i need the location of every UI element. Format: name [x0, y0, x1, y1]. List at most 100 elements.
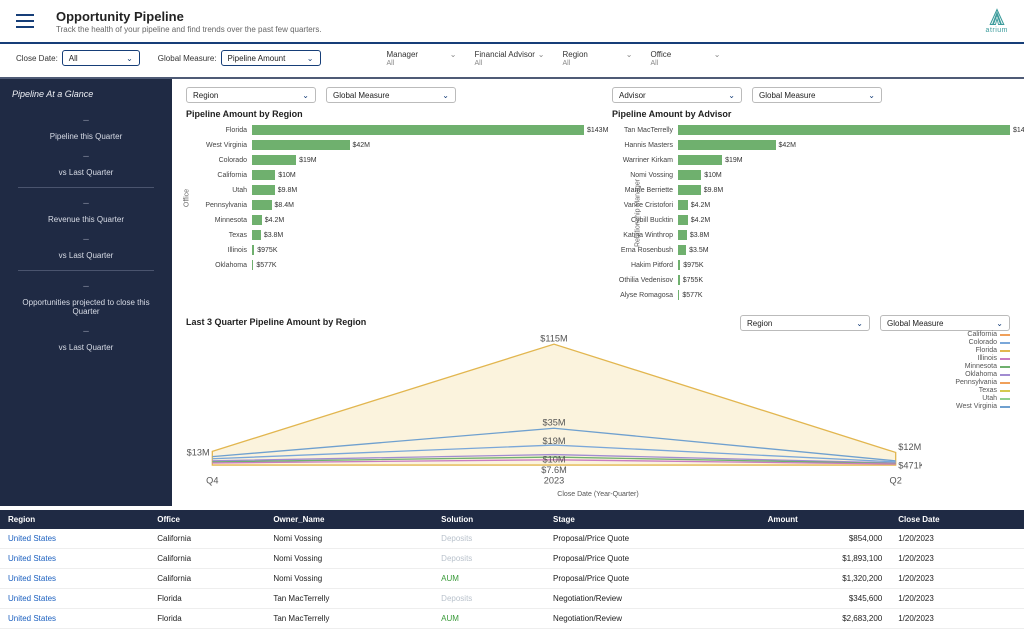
bar-fill: [678, 170, 701, 180]
sidebar-glance: Pipeline At a Glance –Pipeline this Quar…: [0, 79, 172, 506]
table-header-cell: Office: [149, 510, 265, 529]
office-filter[interactable]: Office⌄ All: [651, 50, 721, 67]
bar-label: Hannis Masters: [612, 142, 678, 149]
region-measure-select[interactable]: Global Measure⌄: [326, 87, 456, 103]
cell-stage: Negotiation/Review: [545, 608, 760, 628]
cell-region[interactable]: United States: [0, 548, 149, 568]
content: Region⌄ Global Measure⌄ Pipeline Amount …: [172, 79, 1024, 506]
region-filter[interactable]: Region⌄ All: [563, 50, 633, 67]
bar-row: Marrie Berriette$9.8M: [612, 183, 1010, 197]
bar-value: $3.8M: [261, 230, 283, 240]
table-row: United StatesFloridaTan MacTerrellyDepos…: [0, 588, 1024, 608]
legend-swatch: [1000, 366, 1010, 368]
financial-advisor-filter[interactable]: Financial Advisor⌄ All: [475, 50, 545, 67]
glance-label: Revenue this Quarter: [12, 215, 160, 224]
legend-item: Colorado: [928, 339, 1010, 346]
bar-value: $42M: [776, 140, 797, 150]
bar-label: Warriner Kirkam: [612, 157, 678, 164]
legend-item: West Virginia: [928, 403, 1010, 410]
bar-row: Warriner Kirkam$19M: [612, 153, 1010, 167]
manager-value: All: [387, 60, 457, 67]
brand-logo: atrium: [986, 8, 1008, 34]
table-row: United StatesCaliforniaNomi VossingDepos…: [0, 529, 1024, 549]
chevron-down-icon: ⌄: [126, 54, 133, 63]
legend-label: Oklahoma: [965, 371, 997, 378]
legend-swatch: [1000, 342, 1010, 344]
close-date-label: Close Date:: [16, 54, 58, 63]
cell-close-date: 1/20/2023: [890, 548, 1024, 568]
svg-text:Q4: Q4: [206, 475, 218, 485]
glance-divider: [18, 270, 154, 271]
bar-track: $143M: [678, 125, 1010, 135]
legend-swatch: [1000, 390, 1010, 392]
cell-close-date: 1/20/2023: [890, 608, 1024, 628]
region-dim-select[interactable]: Region⌄: [186, 87, 316, 103]
cell-owner: Tan MacTerrelly: [265, 588, 433, 608]
bar-row: Oklahoma$577K: [186, 258, 584, 272]
chevron-down-icon: ⌄: [450, 50, 457, 59]
trend-block: Last 3 Quarter Pipeline Amount by Region…: [186, 311, 1010, 498]
header-bar: Opportunity Pipeline Track the health of…: [0, 0, 1024, 44]
bar-value: $4.2M: [688, 200, 710, 210]
cell-region[interactable]: United States: [0, 608, 149, 628]
advisor-dim-select[interactable]: Advisor⌄: [612, 87, 742, 103]
bar-track: $9.8M: [678, 185, 1010, 195]
global-measure-filter: Global Measure: Pipeline Amount ⌄: [158, 50, 321, 66]
cell-owner: Nomi Vossing: [265, 548, 433, 568]
manager-filter[interactable]: Manager⌄ All: [387, 50, 457, 67]
bar-value: $577K: [679, 290, 702, 300]
bar-row: Hannis Masters $42M: [612, 138, 1010, 152]
cell-region[interactable]: United States: [0, 568, 149, 588]
global-measure-select[interactable]: Pipeline Amount ⌄: [221, 50, 321, 66]
glance-placeholder: –: [12, 326, 160, 337]
bar-label: Florida: [186, 127, 252, 134]
bar-fill: [678, 140, 776, 150]
bar-row: Tan MacTerrelly$143M: [612, 123, 1010, 137]
table-header-cell: Solution: [433, 510, 545, 529]
cell-solution: Deposits: [433, 588, 545, 608]
bar-label: Cybill Bucktin: [612, 217, 678, 224]
bar-value: $3.5M: [686, 245, 708, 255]
glance-item: –vs Last Quarter: [12, 151, 160, 177]
legend-label: Colorado: [969, 339, 997, 346]
chevron-down-icon: ⌄: [302, 91, 309, 100]
chevron-down-icon: ⌄: [856, 319, 863, 328]
brand-name: atrium: [986, 27, 1008, 34]
trend-measure-select[interactable]: Global Measure⌄: [880, 315, 1010, 331]
cell-stage: Proposal/Price Quote: [545, 529, 760, 549]
bar-row: Katina Winthrop $3.8M: [612, 228, 1010, 242]
legend-swatch: [1000, 358, 1010, 360]
bar-row: Othilia Vedenisov$755K: [612, 273, 1010, 287]
bar-label: Tan MacTerrelly: [612, 127, 678, 134]
cell-region[interactable]: United States: [0, 529, 149, 549]
bar-track: $143M: [252, 125, 584, 135]
glance-item: –Opportunities projected to close this Q…: [12, 281, 160, 316]
trend-dim-select[interactable]: Region⌄: [740, 315, 870, 331]
cell-region[interactable]: United States: [0, 588, 149, 608]
close-date-select[interactable]: All ⌄: [62, 50, 140, 66]
legend-item: Minnesota: [928, 363, 1010, 370]
bar-value: $577K: [253, 260, 276, 270]
table-row: United StatesFloridaTan MacTerrellyAUMNe…: [0, 608, 1024, 628]
cell-close-date: 1/20/2023: [890, 568, 1024, 588]
legend-swatch: [1000, 374, 1010, 376]
svg-text:$471K: $471K: [898, 460, 922, 470]
trend-xaxis-label: Close Date (Year-Quarter): [186, 491, 1010, 498]
bar-value: $3.8M: [687, 230, 709, 240]
bar-row: Alyse Romagosa$577K: [612, 288, 1010, 302]
bar-value: $42M: [350, 140, 371, 150]
bar-value: $4.2M: [688, 215, 710, 225]
bar-label: Katina Winthrop: [612, 232, 678, 239]
sidebar-title: Pipeline At a Glance: [12, 89, 160, 99]
advisor-measure-select[interactable]: Global Measure⌄: [752, 87, 882, 103]
bar-label: Marrie Berriette: [612, 187, 678, 194]
chevron-down-icon: ⌄: [996, 319, 1003, 328]
glance-placeholder: –: [12, 151, 160, 162]
bar-fill: [252, 155, 296, 165]
global-measure-value: Pipeline Amount: [228, 54, 286, 63]
bar-label: Pennsylvania: [186, 202, 252, 209]
bar-fill: [252, 215, 262, 225]
page-subtitle: Track the health of your pipeline and fi…: [56, 25, 986, 34]
menu-icon[interactable]: [16, 14, 34, 28]
table-header-cell: Stage: [545, 510, 760, 529]
